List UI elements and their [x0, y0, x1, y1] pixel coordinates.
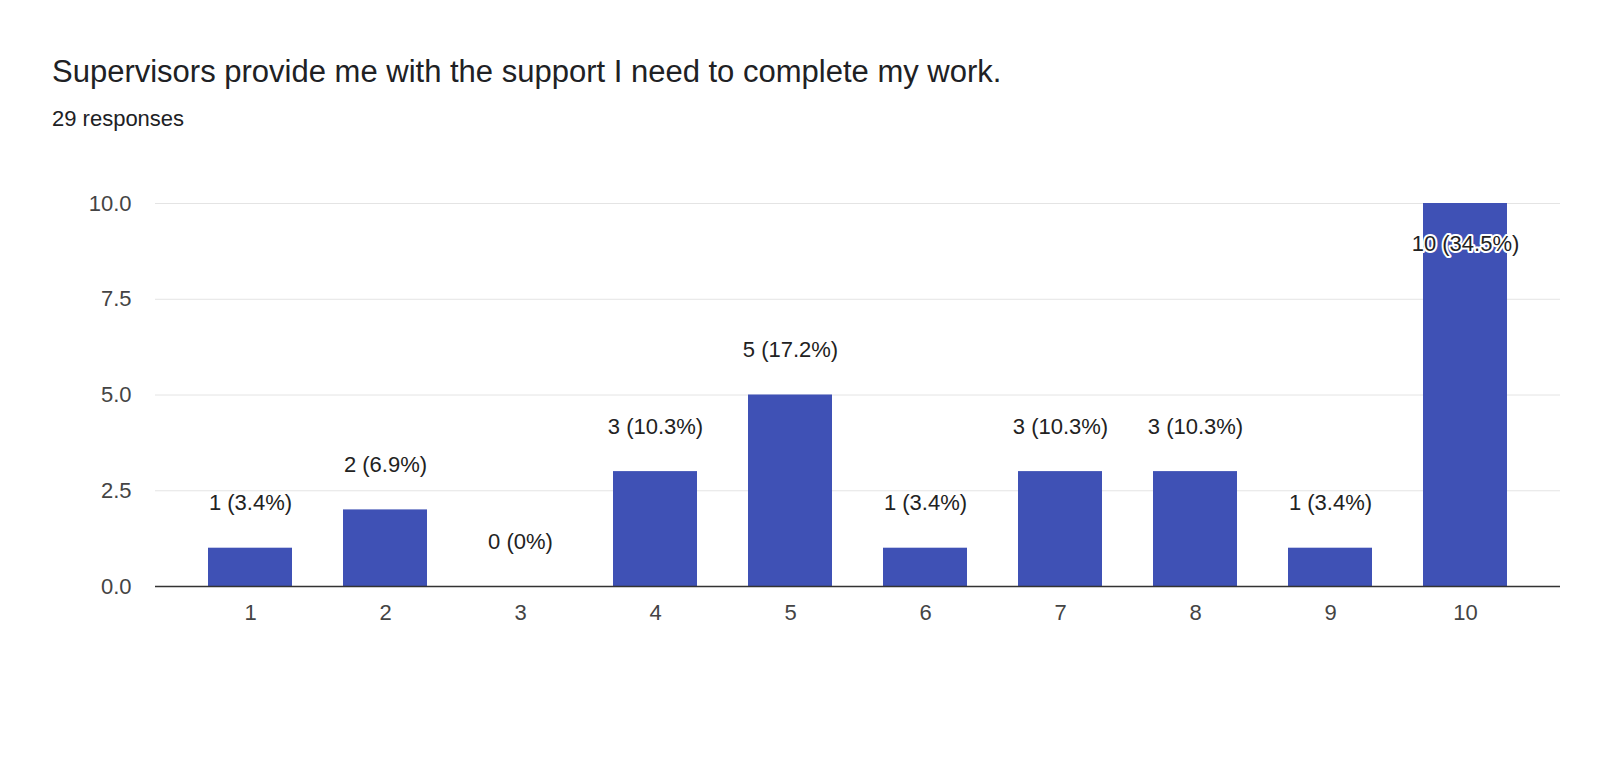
svg-text:6: 6 [919, 600, 931, 625]
svg-text:5.0: 5.0 [101, 382, 132, 407]
svg-text:3: 3 [514, 600, 526, 625]
svg-text:5 (17.2%): 5 (17.2%) [743, 337, 838, 362]
svg-text:1: 1 [244, 600, 256, 625]
svg-text:9: 9 [1324, 600, 1336, 625]
svg-text:7: 7 [1054, 600, 1066, 625]
svg-text:2.5: 2.5 [101, 478, 132, 503]
svg-text:3 (10.3%): 3 (10.3%) [1148, 414, 1243, 439]
svg-text:7.5: 7.5 [101, 286, 132, 311]
svg-text:1 (3.4%): 1 (3.4%) [884, 490, 967, 515]
svg-text:4: 4 [649, 600, 661, 625]
svg-text:8: 8 [1189, 600, 1201, 625]
svg-text:2 (6.9%): 2 (6.9%) [344, 452, 427, 477]
svg-text:5: 5 [784, 600, 796, 625]
svg-text:10: 10 [1453, 600, 1477, 625]
svg-text:3 (10.3%): 3 (10.3%) [1013, 414, 1108, 439]
svg-text:10.0: 10.0 [89, 191, 132, 216]
svg-text:1 (3.4%): 1 (3.4%) [209, 490, 292, 515]
svg-text:0.0: 0.0 [101, 574, 132, 599]
svg-text:1 (3.4%): 1 (3.4%) [1289, 490, 1372, 515]
svg-text:3 (10.3%): 3 (10.3%) [608, 414, 703, 439]
html-text:29 responses: 29 responses [52, 106, 185, 131]
html-text:Supervisors provide me with th: Supervisors provide me with the support … [52, 54, 1002, 89]
svg-text:2: 2 [379, 600, 391, 625]
svg-text:0 (0%): 0 (0%) [488, 529, 553, 554]
svg-text:10 (34.5%): 10 (34.5%) [1412, 231, 1520, 256]
